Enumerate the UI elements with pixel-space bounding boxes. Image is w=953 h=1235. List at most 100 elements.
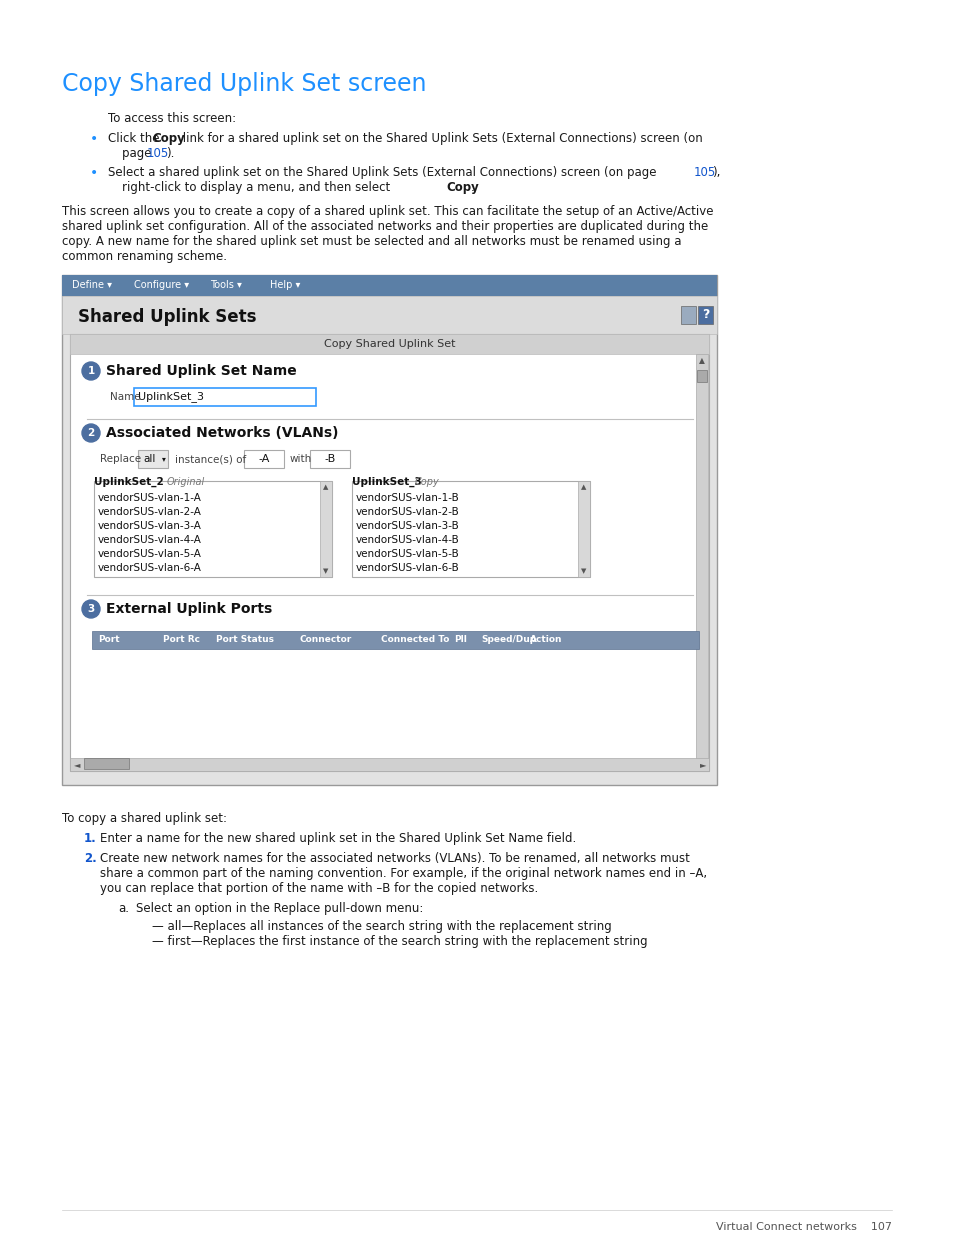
- Text: common renaming scheme.: common renaming scheme.: [62, 249, 227, 263]
- Text: 105: 105: [693, 165, 716, 179]
- Text: 105: 105: [147, 147, 169, 161]
- Text: vendorSUS-vlan-1-A: vendorSUS-vlan-1-A: [98, 493, 202, 503]
- Bar: [244, 450, 284, 468]
- Text: vendorSUS-vlan-6-B: vendorSUS-vlan-6-B: [355, 563, 459, 573]
- Text: vendorSUS-vlan-1-B: vendorSUS-vlan-1-B: [355, 493, 459, 503]
- Bar: [698, 306, 712, 324]
- Text: External Uplink Ports: External Uplink Ports: [106, 601, 272, 616]
- Text: Virtual Connect networks    107: Virtual Connect networks 107: [716, 1221, 891, 1233]
- Text: Replace: Replace: [100, 454, 141, 464]
- Bar: [91, 631, 699, 650]
- Text: Configure ▾: Configure ▾: [133, 280, 189, 290]
- Bar: [62, 275, 717, 296]
- Text: — all—Replaces all instances of the search string with the replacement string: — all—Replaces all instances of the sear…: [152, 920, 611, 932]
- Text: Speed/Dup: Speed/Dup: [480, 636, 536, 645]
- Text: vendorSUS-vlan-6-A: vendorSUS-vlan-6-A: [98, 563, 202, 573]
- Text: ►: ►: [699, 760, 705, 769]
- Text: .: .: [471, 182, 475, 194]
- Text: •: •: [90, 165, 98, 180]
- Bar: [138, 450, 168, 468]
- Text: Define ▾: Define ▾: [71, 280, 112, 290]
- Text: UplinkSet_3: UplinkSet_3: [352, 477, 421, 488]
- Bar: [319, 480, 332, 577]
- Text: share a common part of the naming convention. For example, if the original netwo: share a common part of the naming conven…: [100, 867, 706, 881]
- Text: Port Rc: Port Rc: [163, 636, 200, 645]
- Bar: [133, 388, 315, 406]
- Text: Enter a name for the new shared uplink set in the Shared Uplink Set Name field.: Enter a name for the new shared uplink s…: [100, 832, 576, 845]
- Bar: [94, 480, 332, 577]
- Text: 1: 1: [88, 366, 94, 375]
- Text: -B: -B: [324, 454, 335, 464]
- Text: ◄: ◄: [73, 760, 80, 769]
- Bar: [680, 306, 696, 324]
- Text: Tools ▾: Tools ▾: [210, 280, 242, 290]
- Text: Associated Networks (VLANs): Associated Networks (VLANs): [106, 426, 338, 440]
- Bar: [578, 480, 589, 577]
- Text: ▼: ▼: [580, 568, 586, 574]
- Text: with: with: [290, 454, 312, 464]
- Text: To copy a shared uplink set:: To copy a shared uplink set:: [62, 811, 227, 825]
- Bar: [62, 296, 717, 333]
- Text: Connector: Connector: [299, 636, 352, 645]
- Bar: [62, 275, 717, 785]
- Text: Select an option in the Replace pull-down menu:: Select an option in the Replace pull-dow…: [136, 902, 423, 915]
- Text: vendorSUS-vlan-4-A: vendorSUS-vlan-4-A: [98, 535, 202, 545]
- Circle shape: [82, 362, 100, 380]
- Text: vendorSUS-vlan-5-A: vendorSUS-vlan-5-A: [98, 550, 202, 559]
- Bar: [352, 480, 589, 577]
- Text: vendorSUS-vlan-3-B: vendorSUS-vlan-3-B: [355, 521, 459, 531]
- Text: vendorSUS-vlan-2-A: vendorSUS-vlan-2-A: [98, 508, 202, 517]
- Bar: [70, 758, 708, 771]
- Bar: [70, 333, 708, 354]
- Text: instance(s) of: instance(s) of: [174, 454, 246, 464]
- Text: Name: Name: [110, 391, 140, 403]
- Text: Help ▾: Help ▾: [270, 280, 300, 290]
- Text: Port Status: Port Status: [215, 636, 274, 645]
- Text: you can replace that portion of the name with –B for the copied networks.: you can replace that portion of the name…: [100, 882, 537, 895]
- Text: Connected To: Connected To: [380, 636, 449, 645]
- Text: ▲: ▲: [699, 357, 704, 366]
- Text: vendorSUS-vlan-4-B: vendorSUS-vlan-4-B: [355, 535, 459, 545]
- Text: 3: 3: [88, 604, 94, 614]
- Bar: [697, 370, 706, 382]
- Text: This screen allows you to create a copy of a shared uplink set. This can facilit: This screen allows you to create a copy …: [62, 205, 713, 219]
- Bar: [70, 333, 708, 771]
- Circle shape: [82, 424, 100, 442]
- Text: ▲: ▲: [323, 484, 329, 490]
- Text: Shared Uplink Sets: Shared Uplink Sets: [78, 308, 256, 326]
- Text: ▾: ▾: [162, 454, 166, 463]
- Text: 1.: 1.: [84, 832, 96, 845]
- Text: Copy Shared Uplink Set screen: Copy Shared Uplink Set screen: [62, 72, 426, 96]
- Text: To access this screen:: To access this screen:: [108, 112, 236, 125]
- Text: Click the: Click the: [108, 132, 163, 144]
- Text: ▼: ▼: [323, 568, 329, 574]
- Text: Original: Original: [167, 477, 205, 487]
- Bar: [84, 758, 129, 769]
- Text: copy. A new name for the shared uplink set must be selected and all networks mus: copy. A new name for the shared uplink s…: [62, 235, 680, 248]
- Bar: [310, 450, 350, 468]
- Text: vendorSUS-vlan-3-A: vendorSUS-vlan-3-A: [98, 521, 202, 531]
- Circle shape: [82, 600, 100, 618]
- Text: vendorSUS-vlan-5-B: vendorSUS-vlan-5-B: [355, 550, 459, 559]
- Text: Create new network names for the associated networks (VLANs). To be renamed, all: Create new network names for the associa…: [100, 852, 689, 864]
- Text: shared uplink set configuration. All of the associated networks and their proper: shared uplink set configuration. All of …: [62, 220, 707, 233]
- Text: a.: a.: [118, 902, 129, 915]
- Text: Select a shared uplink set on the Shared Uplink Sets (External Connections) scre: Select a shared uplink set on the Shared…: [108, 165, 659, 179]
- Text: ).: ).: [166, 147, 174, 161]
- Text: page: page: [122, 147, 155, 161]
- Text: UplinkSet_2: UplinkSet_2: [94, 477, 164, 488]
- Text: vendorSUS-vlan-2-B: vendorSUS-vlan-2-B: [355, 508, 459, 517]
- Text: link for a shared uplink set on the Shared Uplink Sets (External Connections) sc: link for a shared uplink set on the Shar…: [179, 132, 702, 144]
- Text: ?: ?: [701, 309, 709, 321]
- Text: Copy: Copy: [415, 477, 439, 487]
- Text: UplinkSet_3: UplinkSet_3: [138, 391, 204, 403]
- Text: Copy Shared Uplink Set: Copy Shared Uplink Set: [323, 338, 455, 350]
- Text: — first—Replaces the first instance of the search string with the replacement st: — first—Replaces the first instance of t…: [152, 935, 647, 948]
- Text: ▲: ▲: [580, 484, 586, 490]
- Text: 2: 2: [88, 429, 94, 438]
- Bar: [696, 354, 707, 769]
- Text: Copy: Copy: [152, 132, 185, 144]
- Text: Pll: Pll: [454, 636, 466, 645]
- Text: ),: ),: [711, 165, 720, 179]
- Text: Copy: Copy: [446, 182, 478, 194]
